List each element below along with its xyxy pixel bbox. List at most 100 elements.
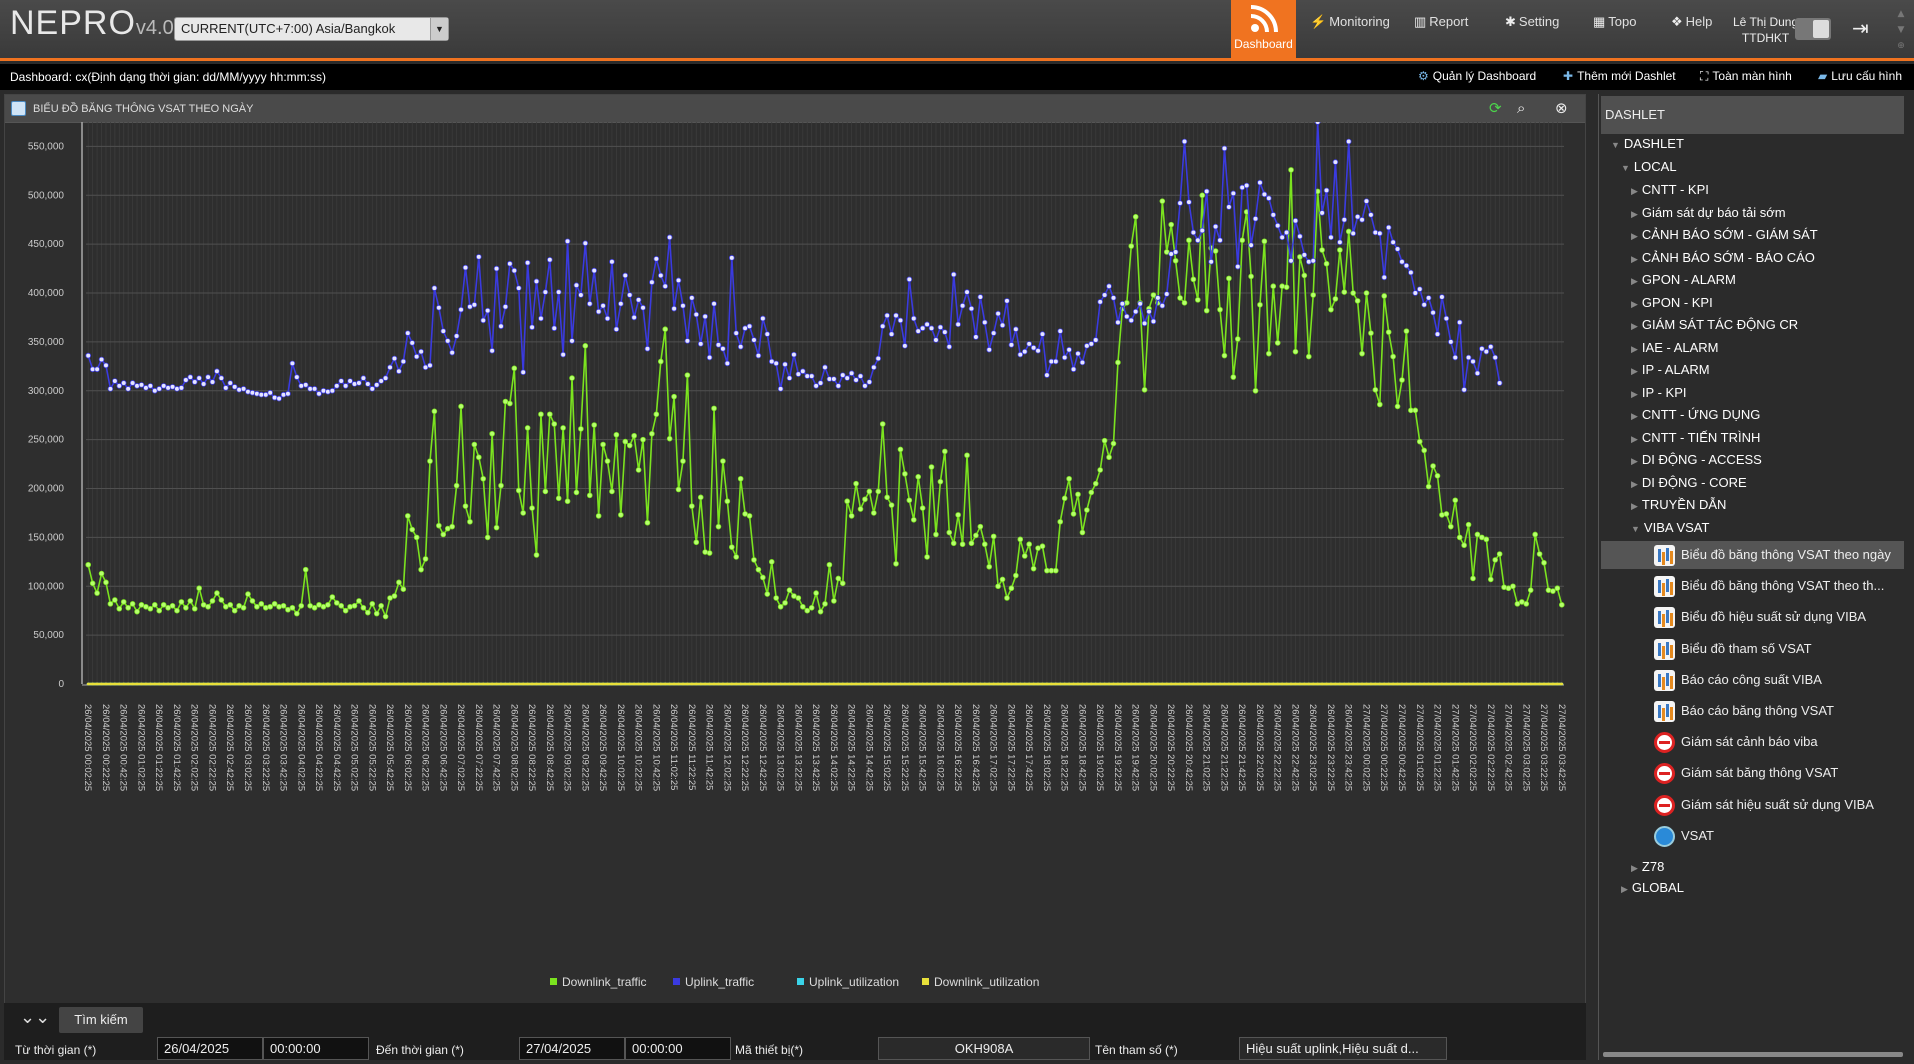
data-point[interactable] bbox=[783, 682, 787, 686]
data-point[interactable] bbox=[135, 682, 139, 686]
data-point[interactable] bbox=[1168, 221, 1174, 228]
device-select[interactable]: OKH908A bbox=[878, 1037, 1090, 1060]
data-point[interactable] bbox=[290, 682, 294, 686]
data-point[interactable] bbox=[990, 330, 997, 336]
data-point[interactable] bbox=[1039, 331, 1046, 337]
data-point[interactable] bbox=[646, 682, 649, 686]
data-point[interactable] bbox=[129, 601, 136, 607]
data-point[interactable] bbox=[249, 389, 256, 396]
data-point[interactable] bbox=[986, 346, 993, 353]
data-point[interactable] bbox=[95, 682, 99, 686]
data-point[interactable] bbox=[1115, 359, 1121, 366]
sidebar-scrollbar[interactable] bbox=[1603, 1052, 1903, 1057]
data-point[interactable] bbox=[1372, 229, 1379, 236]
data-point[interactable] bbox=[853, 377, 859, 383]
data-point[interactable] bbox=[867, 682, 871, 686]
data-point[interactable] bbox=[955, 321, 961, 328]
data-point[interactable] bbox=[254, 390, 260, 397]
data-point[interactable] bbox=[641, 682, 645, 686]
param-select[interactable]: Hiệu suất uplink,Hiệu suất d... bbox=[1239, 1037, 1447, 1060]
data-point[interactable] bbox=[657, 272, 664, 279]
data-point[interactable] bbox=[205, 374, 211, 380]
data-point[interactable] bbox=[240, 604, 247, 611]
data-point[interactable] bbox=[120, 380, 127, 386]
data-point[interactable] bbox=[441, 682, 445, 686]
tree-leaf-dashlet[interactable]: Báo cáo băng thông VSAT bbox=[1654, 697, 1904, 725]
data-point[interactable] bbox=[1283, 229, 1290, 236]
data-point[interactable] bbox=[845, 682, 849, 686]
data-point[interactable] bbox=[289, 604, 296, 611]
data-point[interactable] bbox=[977, 294, 984, 300]
data-point[interactable] bbox=[650, 682, 654, 686]
data-point[interactable] bbox=[675, 277, 682, 284]
data-point[interactable] bbox=[582, 343, 589, 349]
data-point[interactable] bbox=[1267, 682, 1271, 686]
data-point[interactable] bbox=[1177, 295, 1183, 301]
data-point[interactable] bbox=[1493, 682, 1497, 686]
data-point[interactable] bbox=[768, 358, 775, 365]
data-point[interactable] bbox=[200, 602, 207, 608]
data-point[interactable] bbox=[978, 682, 982, 686]
data-point[interactable] bbox=[835, 383, 842, 389]
data-point[interactable] bbox=[712, 682, 716, 686]
data-point[interactable] bbox=[623, 682, 627, 686]
data-point[interactable] bbox=[1203, 307, 1210, 314]
data-point[interactable] bbox=[1061, 495, 1068, 502]
data-point[interactable] bbox=[1089, 682, 1093, 686]
data-point[interactable] bbox=[1203, 188, 1210, 195]
data-point[interactable] bbox=[126, 682, 130, 686]
data-point[interactable] bbox=[1120, 682, 1124, 686]
data-point[interactable] bbox=[298, 603, 305, 609]
data-point[interactable] bbox=[120, 599, 127, 605]
data-point[interactable] bbox=[1345, 228, 1352, 235]
data-point[interactable] bbox=[409, 340, 416, 346]
data-point[interactable] bbox=[1041, 682, 1044, 686]
data-point[interactable] bbox=[453, 333, 460, 339]
tree-leaf-dashlet[interactable]: Biểu đồ băng thông VSAT theo ngày bbox=[1601, 541, 1904, 569]
data-point[interactable] bbox=[921, 682, 925, 686]
data-point[interactable] bbox=[484, 307, 491, 314]
data-point[interactable] bbox=[622, 272, 629, 279]
data-point[interactable] bbox=[1502, 682, 1506, 686]
data-point[interactable] bbox=[999, 322, 1006, 329]
data-point[interactable] bbox=[1440, 682, 1444, 686]
data-point[interactable] bbox=[555, 495, 562, 502]
data-point[interactable] bbox=[227, 380, 234, 386]
data-point[interactable] bbox=[950, 540, 957, 547]
data-point[interactable] bbox=[413, 353, 420, 360]
data-point[interactable] bbox=[848, 370, 855, 376]
data-point[interactable] bbox=[1288, 167, 1294, 173]
data-point[interactable] bbox=[782, 361, 788, 368]
data-point[interactable] bbox=[200, 381, 207, 387]
data-point[interactable] bbox=[493, 524, 500, 531]
data-point[interactable] bbox=[1551, 682, 1555, 686]
data-point[interactable] bbox=[746, 323, 753, 330]
data-point[interactable] bbox=[551, 325, 558, 332]
tree-node-group[interactable]: ▶ DI ĐỘNG - CORE bbox=[1631, 475, 1747, 490]
data-point[interactable] bbox=[675, 486, 682, 493]
data-point[interactable] bbox=[761, 682, 765, 686]
data-point[interactable] bbox=[1489, 682, 1493, 686]
to-time-input[interactable]: 00:00:00 bbox=[625, 1037, 731, 1060]
data-point[interactable] bbox=[981, 541, 988, 548]
data-point[interactable] bbox=[613, 431, 620, 438]
theme-toggle[interactable] bbox=[1795, 18, 1831, 40]
data-point[interactable] bbox=[304, 682, 308, 686]
data-point[interactable] bbox=[1332, 296, 1339, 302]
data-point[interactable] bbox=[289, 360, 296, 367]
tree-node-group[interactable]: ▶ CẢNH BÁO SỚM - BÁO CÁO bbox=[1631, 250, 1815, 265]
data-point[interactable] bbox=[560, 425, 566, 431]
from-time-input[interactable]: 00:00:00 bbox=[263, 1037, 369, 1060]
data-point[interactable] bbox=[959, 302, 966, 309]
data-point[interactable] bbox=[449, 349, 455, 356]
data-point[interactable] bbox=[356, 380, 362, 386]
data-point[interactable] bbox=[1385, 224, 1392, 231]
data-point[interactable] bbox=[160, 383, 167, 389]
data-point[interactable] bbox=[1088, 489, 1095, 496]
data-point[interactable] bbox=[743, 682, 747, 686]
data-point[interactable] bbox=[333, 383, 340, 389]
logout-icon[interactable]: ⇥ bbox=[1852, 16, 1869, 40]
data-point[interactable] bbox=[964, 452, 970, 459]
data-point[interactable] bbox=[1338, 682, 1342, 686]
data-point[interactable] bbox=[992, 682, 996, 686]
